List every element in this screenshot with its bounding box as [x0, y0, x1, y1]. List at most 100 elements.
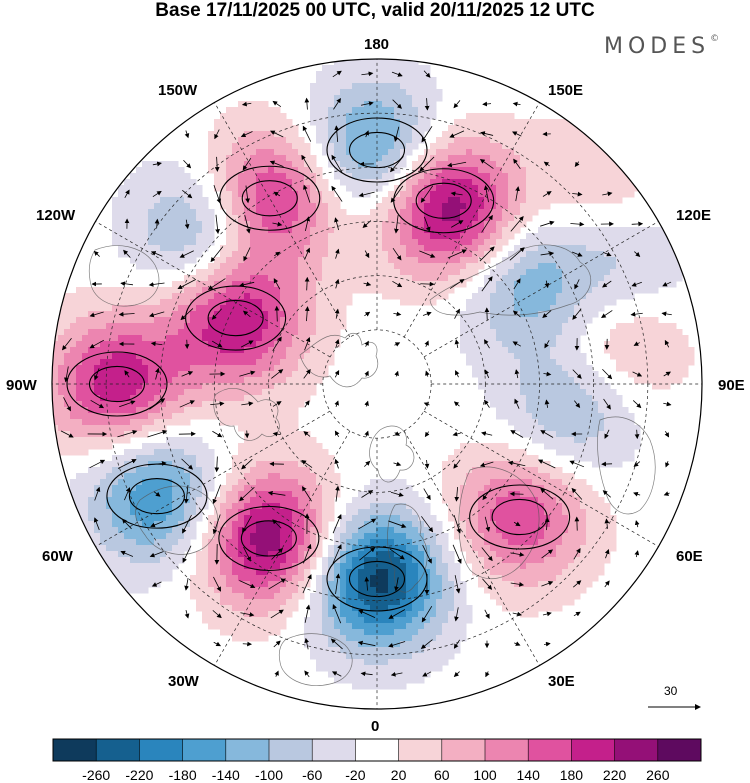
field-cell	[598, 419, 605, 426]
field-cell	[238, 389, 245, 396]
field-cell	[544, 419, 551, 426]
field-cell	[400, 245, 407, 252]
field-cell	[232, 155, 239, 162]
field-cell	[214, 407, 221, 414]
field-cell	[520, 293, 527, 300]
field-cell	[148, 251, 155, 258]
field-cell	[94, 317, 101, 324]
field-cell	[652, 227, 659, 234]
field-cell	[268, 353, 275, 360]
field-cell	[400, 101, 407, 108]
field-cell	[82, 503, 89, 510]
field-cell	[550, 377, 557, 384]
field-cell	[148, 173, 155, 180]
field-cell	[292, 257, 299, 264]
field-cell	[94, 347, 101, 354]
field-cell	[664, 263, 671, 270]
field-cell	[112, 431, 119, 438]
field-cell	[478, 125, 485, 132]
field-cell	[616, 197, 623, 204]
field-cell	[322, 107, 329, 114]
field-cell	[346, 167, 353, 174]
field-cell	[238, 491, 245, 498]
field-cell	[580, 437, 587, 444]
field-cell	[388, 83, 395, 90]
field-cell	[220, 131, 227, 138]
field-cell	[460, 137, 467, 144]
field-cell	[160, 413, 167, 420]
field-cell	[280, 437, 287, 444]
field-cell	[532, 461, 539, 468]
field-cell	[568, 341, 575, 348]
field-cell	[352, 65, 359, 72]
field-cell	[430, 77, 437, 84]
field-cell	[358, 227, 365, 234]
field-cell	[142, 425, 149, 432]
field-cell	[154, 455, 161, 462]
field-cell	[268, 329, 275, 336]
field-cell	[196, 329, 203, 336]
field-cell	[592, 173, 599, 180]
field-cell	[76, 377, 83, 384]
field-cell	[520, 119, 527, 126]
field-cell	[472, 473, 479, 480]
field-cell	[328, 77, 335, 84]
field-cell	[412, 299, 419, 306]
field-cell	[256, 467, 263, 474]
field-cell	[382, 65, 389, 72]
field-cell	[184, 329, 191, 336]
field-cell	[226, 497, 233, 504]
field-cell	[250, 509, 257, 516]
field-cell	[424, 257, 431, 264]
field-cell	[412, 119, 419, 126]
field-cell	[238, 353, 245, 360]
field-cell	[166, 329, 173, 336]
field-cell	[658, 323, 665, 330]
field-cell	[178, 221, 185, 228]
field-cell	[298, 377, 305, 384]
field-cell	[628, 245, 635, 252]
field-cell	[430, 143, 437, 150]
field-cell	[490, 365, 497, 372]
field-cell	[364, 269, 371, 276]
field-cell	[598, 227, 605, 234]
field-cell	[382, 257, 389, 264]
field-cell	[106, 317, 113, 324]
field-cell	[520, 401, 527, 408]
field-cell	[448, 251, 455, 258]
field-cell	[124, 377, 131, 384]
field-cell	[394, 83, 401, 90]
field-cell	[298, 143, 305, 150]
field-cell	[166, 203, 173, 210]
field-cell	[178, 353, 185, 360]
field-cell	[574, 503, 581, 510]
field-cell	[310, 323, 317, 330]
field-cell	[400, 191, 407, 198]
field-cell	[364, 227, 371, 234]
field-cell	[574, 179, 581, 186]
field-cell	[544, 389, 551, 396]
field-cell	[472, 467, 479, 474]
field-cell	[286, 509, 293, 516]
field-cell	[556, 269, 563, 276]
field-cell	[502, 485, 509, 492]
field-cell	[676, 371, 683, 378]
field-cell	[292, 389, 299, 396]
field-cell	[322, 197, 329, 204]
field-cell	[586, 233, 593, 240]
field-cell	[178, 413, 185, 420]
field-cell	[226, 485, 233, 492]
field-cell	[352, 131, 359, 138]
field-cell	[244, 137, 251, 144]
field-cell	[448, 275, 455, 282]
field-cell	[544, 263, 551, 270]
field-cell	[382, 161, 389, 168]
field-cell	[292, 191, 299, 198]
field-cell	[514, 257, 521, 264]
field-cell	[616, 437, 623, 444]
field-cell	[154, 167, 161, 174]
field-cell	[100, 299, 107, 306]
field-cell	[226, 503, 233, 510]
field-cell	[454, 155, 461, 162]
field-cell	[604, 179, 611, 186]
